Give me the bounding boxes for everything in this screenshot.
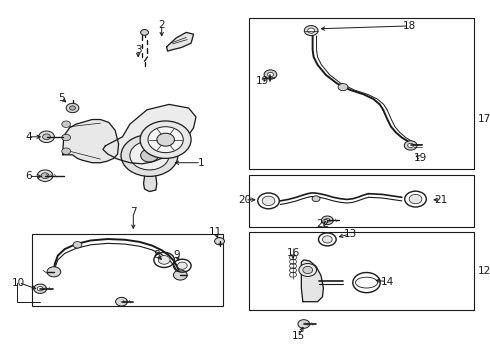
Circle shape bbox=[62, 148, 71, 154]
Text: 9: 9 bbox=[173, 250, 180, 260]
Polygon shape bbox=[144, 176, 157, 192]
Circle shape bbox=[322, 236, 332, 243]
Text: 21: 21 bbox=[434, 195, 448, 205]
Circle shape bbox=[130, 141, 169, 170]
Circle shape bbox=[338, 84, 348, 91]
Circle shape bbox=[66, 103, 79, 113]
Circle shape bbox=[141, 149, 158, 162]
Circle shape bbox=[148, 127, 183, 153]
Circle shape bbox=[299, 264, 317, 276]
Circle shape bbox=[141, 30, 148, 35]
Text: 19: 19 bbox=[255, 76, 269, 86]
Circle shape bbox=[312, 196, 320, 202]
Text: 17: 17 bbox=[478, 114, 490, 124]
Circle shape bbox=[39, 131, 54, 143]
Text: 15: 15 bbox=[292, 330, 306, 341]
Bar bbox=[249, 18, 474, 169]
Text: 22: 22 bbox=[316, 219, 329, 229]
Bar bbox=[32, 234, 223, 306]
Circle shape bbox=[215, 238, 224, 245]
Text: 5: 5 bbox=[58, 93, 65, 103]
Circle shape bbox=[308, 28, 315, 33]
Text: 10: 10 bbox=[12, 278, 25, 288]
Circle shape bbox=[325, 219, 330, 222]
Circle shape bbox=[37, 287, 43, 291]
Circle shape bbox=[303, 266, 313, 274]
Circle shape bbox=[73, 242, 82, 248]
Text: 6: 6 bbox=[25, 171, 32, 181]
Circle shape bbox=[158, 256, 170, 264]
Text: 8: 8 bbox=[153, 250, 160, 260]
Text: 1: 1 bbox=[197, 158, 204, 168]
Circle shape bbox=[298, 320, 310, 328]
Polygon shape bbox=[301, 260, 323, 302]
Circle shape bbox=[116, 297, 127, 306]
Circle shape bbox=[268, 72, 273, 77]
Circle shape bbox=[62, 134, 71, 141]
Circle shape bbox=[173, 270, 187, 280]
Circle shape bbox=[321, 216, 333, 225]
Circle shape bbox=[177, 262, 187, 269]
Circle shape bbox=[34, 284, 47, 293]
Text: 7: 7 bbox=[130, 207, 137, 217]
Circle shape bbox=[43, 134, 50, 140]
Text: 4: 4 bbox=[25, 132, 32, 142]
Text: 14: 14 bbox=[380, 276, 394, 287]
Text: 12: 12 bbox=[478, 266, 490, 276]
Text: 13: 13 bbox=[343, 229, 357, 239]
Text: 16: 16 bbox=[286, 248, 300, 258]
Text: 20: 20 bbox=[239, 195, 251, 205]
Circle shape bbox=[37, 170, 53, 181]
Circle shape bbox=[264, 70, 277, 79]
Bar bbox=[249, 175, 474, 227]
Circle shape bbox=[62, 121, 71, 127]
Circle shape bbox=[70, 106, 75, 110]
Text: 11: 11 bbox=[209, 227, 222, 237]
Circle shape bbox=[408, 143, 414, 148]
Circle shape bbox=[304, 26, 318, 36]
Circle shape bbox=[121, 135, 178, 176]
Circle shape bbox=[157, 133, 174, 146]
Text: 19: 19 bbox=[414, 153, 427, 163]
Polygon shape bbox=[167, 32, 194, 51]
Text: 3: 3 bbox=[135, 45, 142, 55]
Circle shape bbox=[404, 141, 417, 150]
Circle shape bbox=[262, 196, 275, 206]
Text: 18: 18 bbox=[402, 21, 416, 31]
Circle shape bbox=[47, 267, 61, 277]
Bar bbox=[249, 232, 474, 310]
Polygon shape bbox=[103, 104, 196, 164]
Circle shape bbox=[41, 173, 49, 179]
Circle shape bbox=[409, 194, 422, 204]
Circle shape bbox=[140, 121, 191, 158]
Polygon shape bbox=[63, 120, 119, 163]
Text: 2: 2 bbox=[158, 20, 165, 30]
